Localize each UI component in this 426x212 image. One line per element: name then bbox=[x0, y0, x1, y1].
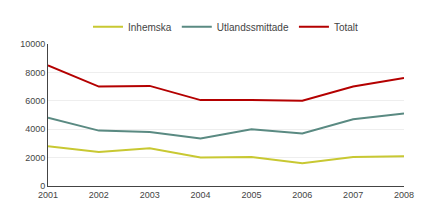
svg-text:2004: 2004 bbox=[191, 190, 211, 200]
svg-text:2006: 2006 bbox=[292, 190, 312, 200]
svg-text:4000: 4000 bbox=[25, 124, 45, 134]
svg-text:Inhemska: Inhemska bbox=[128, 22, 172, 33]
svg-text:2002: 2002 bbox=[89, 190, 109, 200]
svg-text:2001: 2001 bbox=[38, 190, 58, 200]
svg-text:10000: 10000 bbox=[20, 39, 45, 49]
svg-text:2000: 2000 bbox=[25, 153, 45, 163]
svg-text:2003: 2003 bbox=[140, 190, 160, 200]
svg-text:6000: 6000 bbox=[25, 96, 45, 106]
svg-text:2007: 2007 bbox=[343, 190, 363, 200]
svg-text:Utlandssmittade: Utlandssmittade bbox=[217, 22, 289, 33]
svg-text:2008: 2008 bbox=[394, 190, 414, 200]
svg-text:0: 0 bbox=[40, 181, 45, 191]
svg-text:2005: 2005 bbox=[241, 190, 261, 200]
svg-text:8000: 8000 bbox=[25, 68, 45, 78]
svg-text:Totalt: Totalt bbox=[334, 22, 358, 33]
